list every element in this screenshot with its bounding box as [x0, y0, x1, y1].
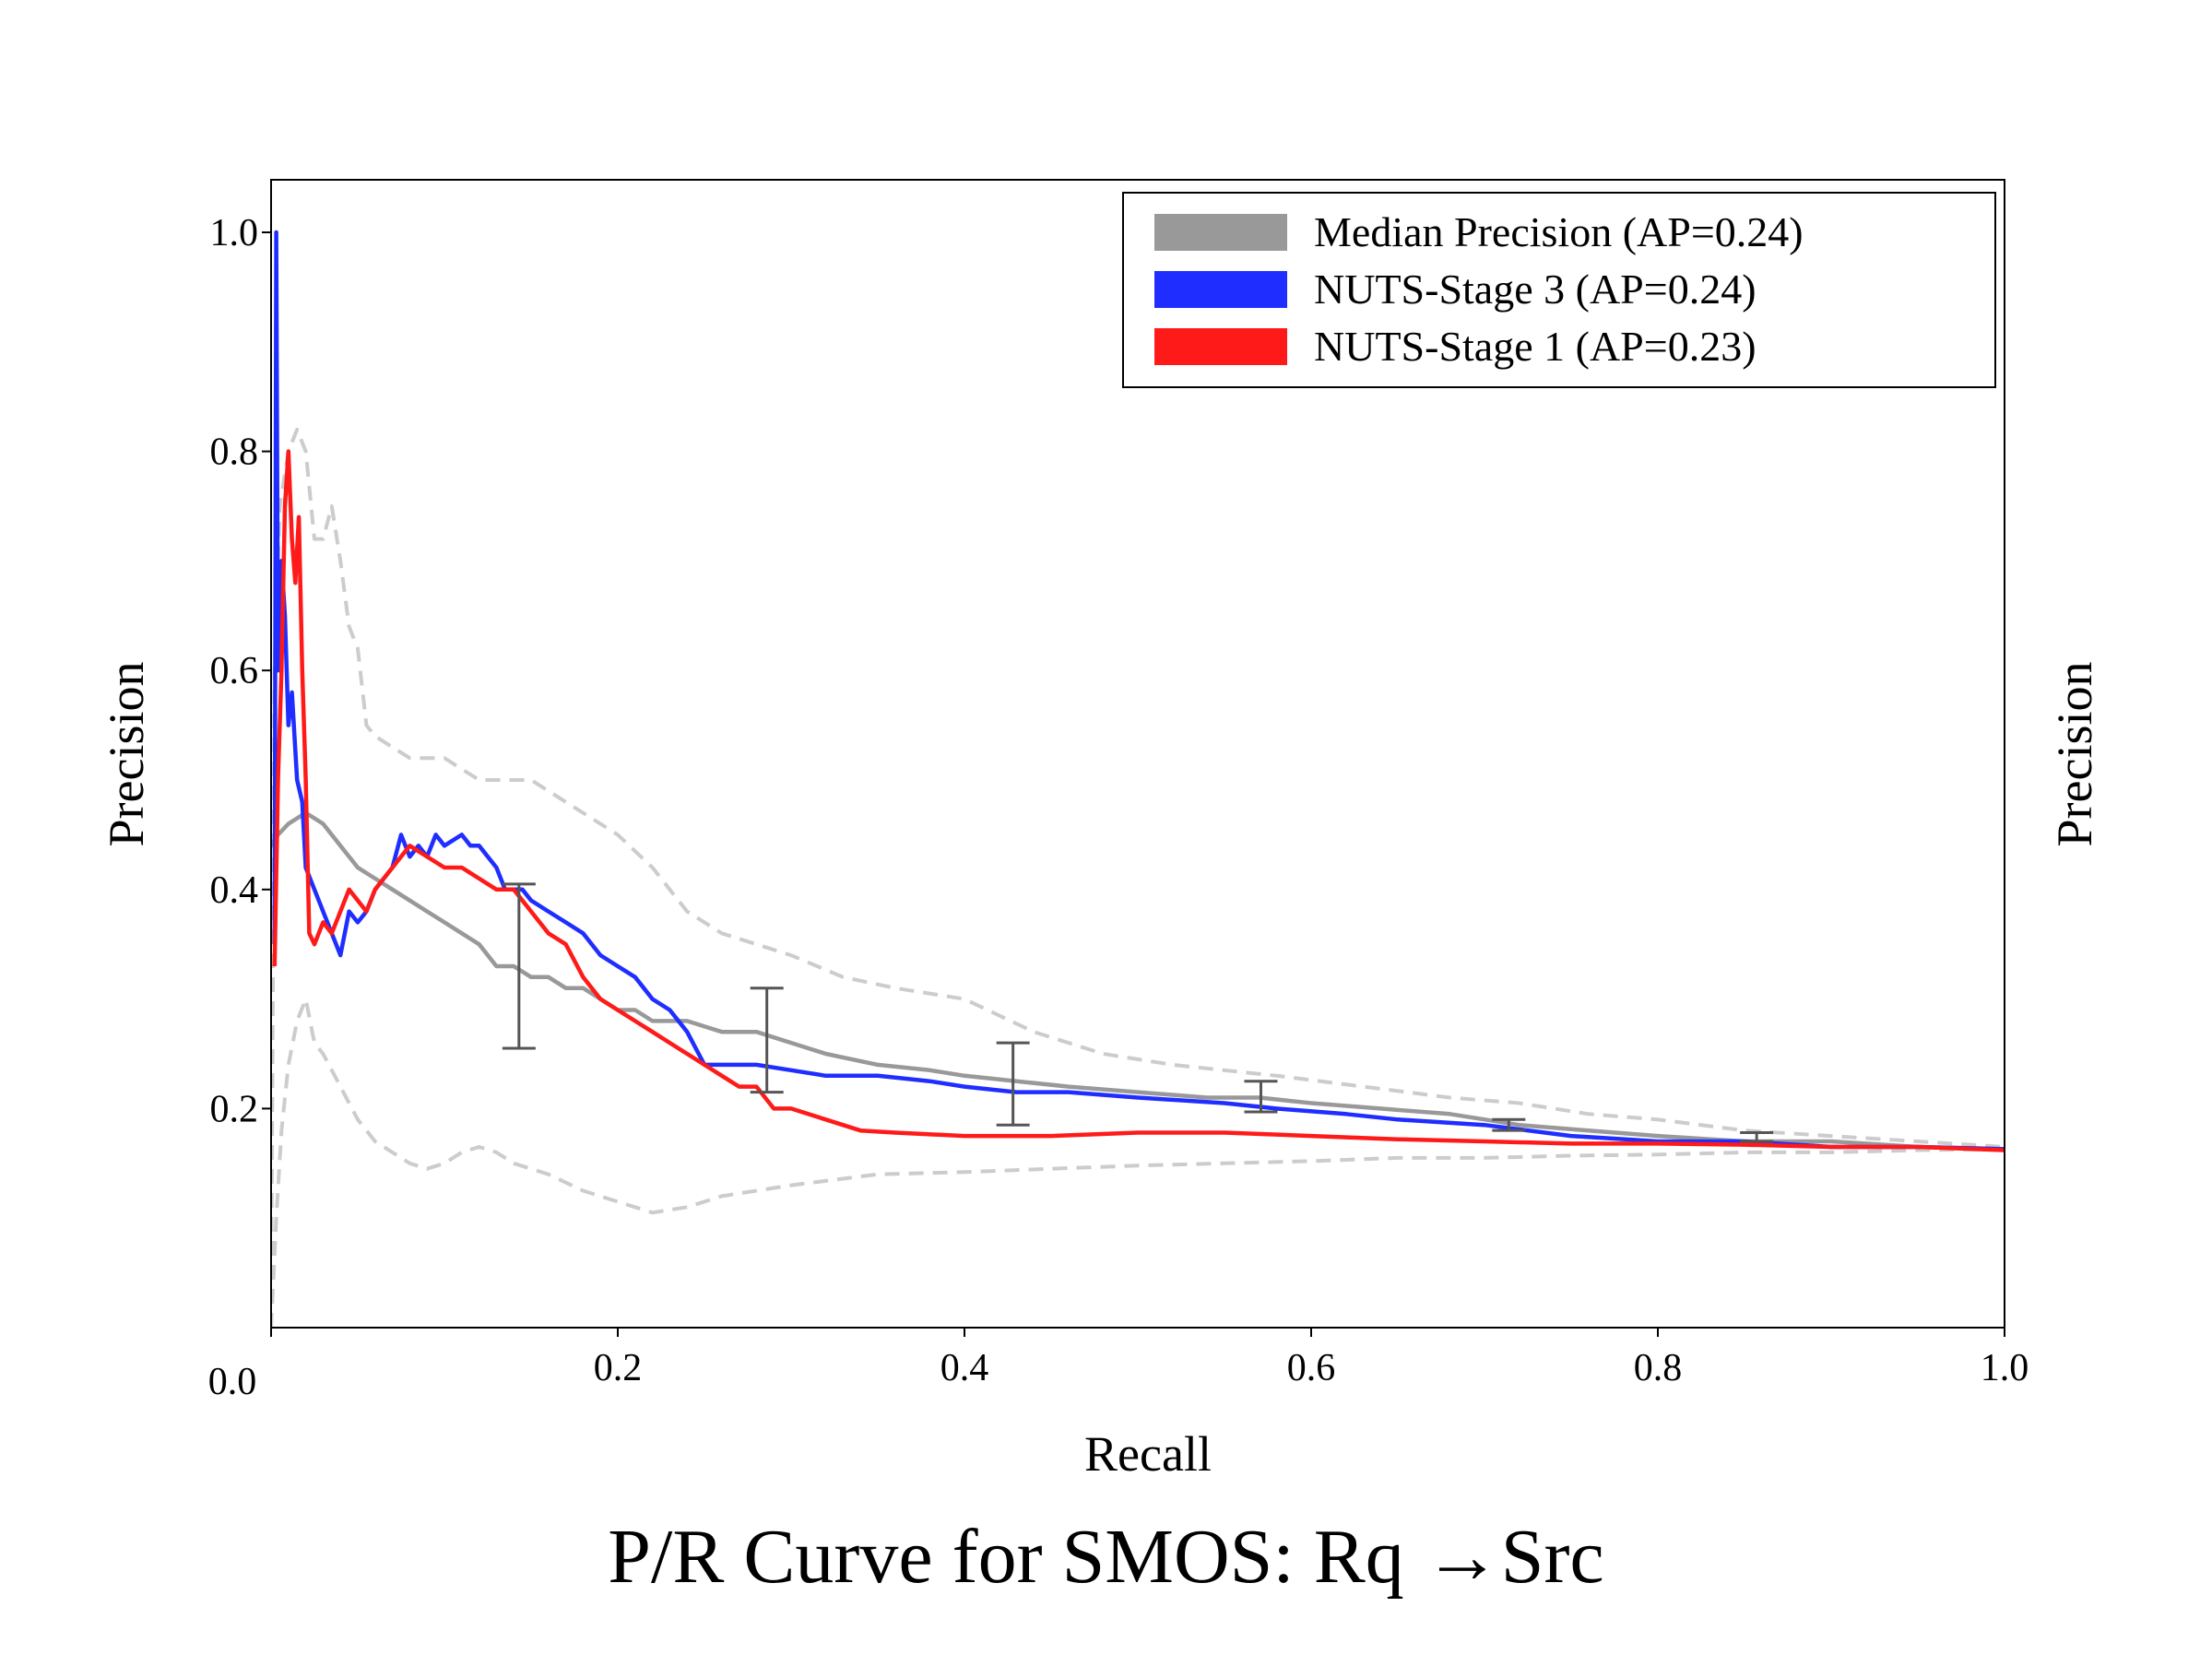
- figure-caption: P/R Curve for SMOS: Rq →Src: [608, 1514, 1604, 1600]
- legend-swatch: [1154, 214, 1287, 251]
- legend-swatch: [1154, 328, 1287, 365]
- plot-frame: [270, 179, 2005, 1329]
- x-tick-label: 1.0: [1981, 1347, 2029, 1389]
- series-line-3: [272, 449, 2005, 1152]
- x-tick-label: 0.0: [208, 1361, 257, 1403]
- error-bar: [1244, 1080, 1278, 1114]
- y-tick-label: 0.8: [210, 431, 259, 474]
- x-axis-title: Recall: [1084, 1426, 1212, 1482]
- error-bar: [996, 1041, 1030, 1127]
- legend-label: NUTS-Stage 1 (AP=0.23): [1314, 323, 1757, 370]
- confidence-band-1: [271, 427, 2005, 1328]
- y-tick-label: 1.0: [210, 212, 259, 254]
- series-line-2: [272, 230, 2005, 1152]
- x-tick-label: 0.8: [1634, 1347, 1683, 1389]
- legend-swatch: [1154, 271, 1287, 308]
- y-tick-label: 0.4: [210, 869, 259, 912]
- y-tick-label: 0.2: [210, 1088, 259, 1130]
- x-tick-label: 0.4: [940, 1347, 989, 1389]
- error-bar: [1740, 1131, 1774, 1143]
- confidence-band-2: [271, 997, 2005, 1328]
- x-tick-label: 0.2: [594, 1347, 643, 1389]
- series-line-1: [271, 810, 2005, 1152]
- legend: Median Precision (AP=0.24) NUTS-Stage 3 (…: [1122, 192, 1996, 388]
- x-tick-label: 0.6: [1287, 1347, 1336, 1389]
- y-tick-label: 0.6: [210, 650, 259, 692]
- error-bar: [1492, 1117, 1526, 1132]
- legend-label: Median Precision (AP=0.24): [1314, 208, 1804, 255]
- y-axis-title-right: Precision: [2047, 662, 2102, 847]
- legend-label: NUTS-Stage 3 (AP=0.24): [1314, 266, 1757, 313]
- error-bar: [502, 882, 536, 1050]
- y-axis-title: Precision: [99, 662, 154, 847]
- error-bar: [750, 986, 784, 1094]
